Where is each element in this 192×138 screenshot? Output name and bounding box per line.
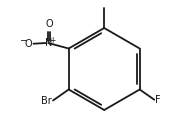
- Text: +: +: [49, 36, 55, 45]
- Text: O: O: [25, 39, 32, 49]
- Text: Br: Br: [41, 96, 52, 106]
- Text: F: F: [155, 95, 161, 105]
- Text: O: O: [45, 19, 53, 29]
- Text: N: N: [45, 38, 52, 48]
- Text: −: −: [20, 36, 28, 46]
